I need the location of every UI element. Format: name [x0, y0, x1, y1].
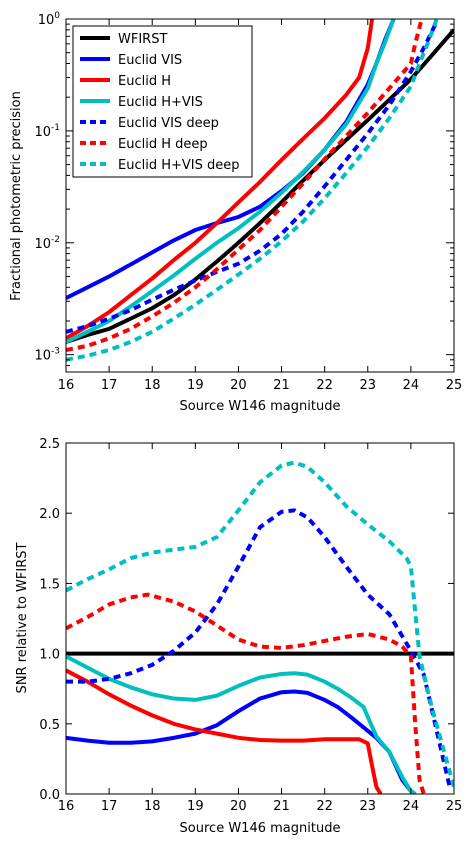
bottom-x-axis-label: Source W146 magnitude — [180, 821, 341, 836]
legend-label-wfirst: WFIRST — [118, 32, 167, 47]
legend-items: WFIRST Euclid VIS Euclid H Euclid H+VIS Eucl… — [80, 32, 240, 173]
bottom-series-euclid-h-vis — [66, 654, 417, 794]
bottom-x-tick-label: 17 — [101, 799, 118, 814]
bottom-series-euclid-h-deep — [66, 592, 426, 794]
bottom-y-tick-label: 2.0 — [39, 507, 60, 522]
bottom-y-tick-label: 1.0 — [39, 648, 60, 663]
top-x-tick-label: 24 — [403, 378, 420, 393]
legend-label-euclid-h-deep: Euclid H deep — [118, 137, 208, 152]
bottom-y-tick-label: 0.5 — [39, 718, 60, 733]
bottom-chart: 16 17 18 19 20 21 22 23 24 25 0.00.51.01.52.02.5 … — [15, 437, 462, 836]
top-x-tick-label: 23 — [360, 378, 377, 393]
bottom-plot-area — [66, 443, 454, 794]
top-series-euclid-h-deep — [66, 19, 424, 353]
top-y-tick-label: 100 — [38, 11, 61, 28]
bottom-x-tick-label: 24 — [403, 799, 420, 814]
bottom-x-tick-label: 20 — [230, 799, 247, 814]
bottom-x-tick-label: 21 — [273, 799, 290, 814]
top-x-tick-label: 25 — [446, 378, 463, 393]
bottom-series-euclid-h — [66, 668, 383, 794]
top-x-tick-label: 17 — [101, 378, 118, 393]
bottom-x-ticks: 16 17 18 19 20 21 22 23 24 25 — [58, 443, 463, 814]
bottom-series-euclid-h-vis-deep — [66, 460, 454, 788]
bottom-y-tick-label: 0.0 — [39, 788, 60, 803]
top-y-tick-label: 10-3 — [34, 347, 60, 364]
top-x-tick-label: 16 — [58, 378, 75, 393]
legend-label-euclid-h: Euclid H — [118, 74, 171, 89]
legend-label-euclid-h-vis: Euclid H+VIS — [118, 95, 203, 110]
top-y-ticks: 10-3 10-2 10-1 100 — [34, 11, 454, 373]
top-series-euclid-h-vis-deep — [66, 19, 439, 362]
top-x-tick-label: 20 — [230, 378, 247, 393]
top-y-tick-label: 10-2 — [34, 235, 60, 252]
top-y-axis-label: Fractional photometric precision — [9, 91, 24, 301]
top-series-euclid-h-vis — [66, 19, 396, 344]
bottom-y-tick-label: 1.5 — [39, 577, 60, 592]
bottom-x-tick-label: 22 — [316, 799, 333, 814]
bottom-x-tick-label: 19 — [187, 799, 204, 814]
top-x-tick-label: 21 — [273, 378, 290, 393]
top-x-ticks: 16 17 18 19 20 21 22 23 24 25 — [58, 19, 463, 393]
bottom-y-ticks: 0.0 0.5 1.0 1.5 2.0 2.5 — [39, 437, 454, 803]
top-x-tick-label: 19 — [187, 378, 204, 393]
bottom-x-tick-label: 23 — [360, 799, 377, 814]
legend: WFIRST Euclid VIS Euclid H Euclid H+VIS Eucl… — [72, 25, 253, 178]
bottom-y-tick-label: 2.5 — [39, 437, 60, 452]
top-x-tick-label: 18 — [144, 378, 161, 393]
bottom-plot-frame — [65, 442, 455, 795]
top-series-euclid-vis-deep — [66, 20, 439, 334]
bottom-x-tick-label: 16 — [58, 799, 75, 814]
bottom-y-axis-label: SNR relative to WFIRST — [15, 543, 30, 694]
bottom-x-tick-label: 18 — [144, 799, 161, 814]
bottom-x-tick-label: 25 — [446, 799, 463, 814]
legend-label-euclid-h-vis-deep: Euclid H+VIS deep — [118, 158, 240, 173]
top-series-group — [66, 19, 454, 362]
top-series-wfirst — [66, 28, 454, 344]
top-chart: 16 17 18 19 20 21 22 23 24 25 10-3 10-2 10-1 100 Sou… — [9, 11, 462, 414]
bottom-series-euclid-vis-deep — [66, 508, 452, 788]
top-series-euclid-h — [66, 19, 375, 341]
legend-label-euclid-vis: Euclid VIS — [118, 53, 182, 68]
bottom-series-group — [66, 460, 454, 794]
legend-label-euclid-vis-deep: Euclid VIS deep — [118, 116, 219, 131]
top-plot-frame — [65, 18, 455, 373]
top-x-axis-label: Source W146 magnitude — [180, 399, 341, 414]
top-y-tick-label: 10-1 — [34, 123, 60, 140]
top-x-tick-label: 22 — [316, 378, 333, 393]
